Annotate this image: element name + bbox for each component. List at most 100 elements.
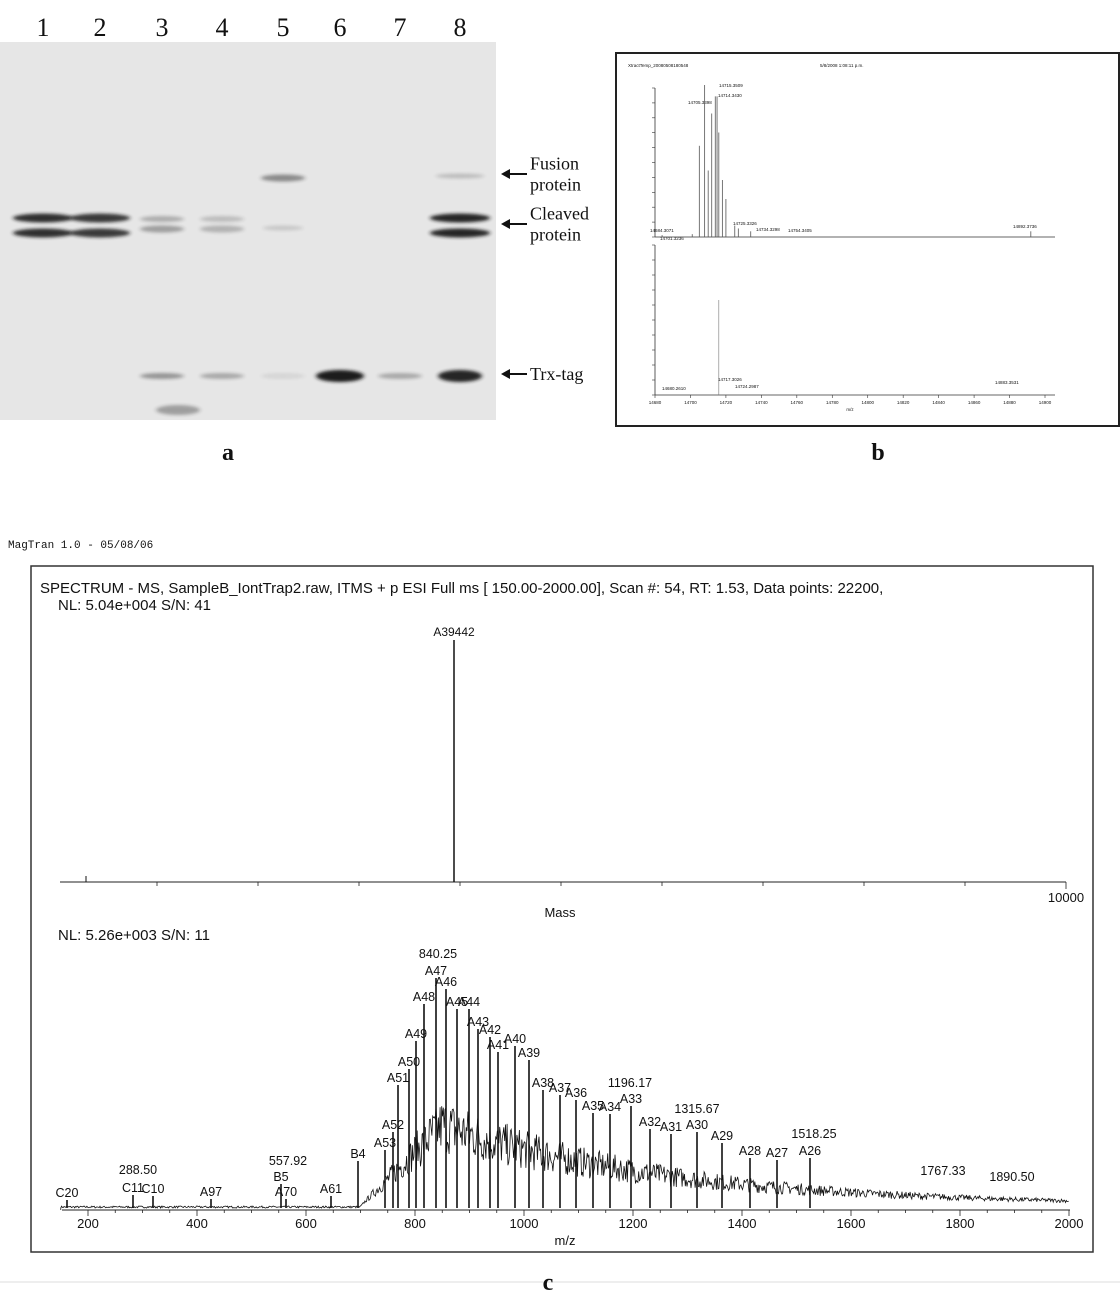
gel-band (70, 228, 130, 238)
x-axis-label: Mass (544, 905, 576, 920)
peak-label: 288.50 (119, 1163, 157, 1177)
lane-label: 3 (156, 13, 169, 42)
peak-label: A41 (487, 1038, 509, 1052)
x-tick-label: 14880 (1003, 400, 1016, 405)
peak-label: A49 (405, 1027, 427, 1041)
gel-band (156, 405, 200, 415)
peak-label: A52 (382, 1118, 404, 1132)
lane-label: 1 (37, 13, 50, 42)
spectrum-info: NL: 5.04e+004 S/N: 41 (58, 597, 211, 614)
peak-label: A50 (398, 1055, 420, 1069)
peak-label: A61 (320, 1182, 342, 1196)
peak-label: A51 (387, 1071, 409, 1085)
gel-band (200, 225, 244, 233)
gel-band (263, 225, 303, 231)
peak-label: 1767.33 (920, 1164, 965, 1178)
gel-band (316, 370, 364, 382)
peak-label: 14734.3298 (756, 227, 780, 232)
gel-band (430, 228, 490, 238)
peak-label: A31 (660, 1120, 682, 1134)
peak-label: 1518.25 (791, 1127, 836, 1141)
x-tick-label: 14780 (826, 400, 839, 405)
peak-label: 14724.2987 (735, 384, 759, 389)
x-tick-label: 1800 (946, 1216, 975, 1231)
peak-label: 1890.50 (989, 1170, 1034, 1184)
panel-label: c (543, 1270, 554, 1292)
gel-band (430, 213, 490, 223)
gel-band (140, 225, 184, 233)
peak-label: A33 (620, 1092, 642, 1106)
peak-label: A36 (565, 1086, 587, 1100)
peak-label: A97 (200, 1185, 222, 1199)
peak-label: A70 (275, 1185, 297, 1199)
peak-label: A38 (532, 1076, 554, 1090)
peak-label: A53 (374, 1136, 396, 1150)
gel-band (13, 228, 73, 238)
gel-band (200, 373, 244, 379)
peak-label: 557.92 (269, 1154, 307, 1168)
arrow-head (501, 169, 510, 179)
header-text: 5/8/2008 1:08:11 p.m. (820, 63, 863, 68)
x-tick-label: 400 (186, 1216, 208, 1231)
gel-band (378, 373, 422, 379)
peak-label: A27 (766, 1146, 788, 1160)
x-tick-label: 14700 (684, 400, 697, 405)
peak-label: C11 (122, 1181, 144, 1195)
lane-label: 4 (216, 13, 229, 42)
gel-band (140, 373, 184, 379)
arrow-head (501, 369, 510, 379)
x-tick-label: 14820 (897, 400, 910, 405)
peak-label: 1315.67 (674, 1102, 719, 1116)
peak-label: 14725.3326 (733, 221, 757, 226)
lane-label: 7 (394, 13, 407, 42)
peak-label: B5 (273, 1170, 288, 1184)
panel-label: b (871, 440, 884, 466)
x-tick-label: 14740 (755, 400, 768, 405)
peak-label: 14680.2610 (662, 386, 686, 391)
gel-annotation: Cleaved (530, 204, 589, 224)
gel-band (200, 216, 244, 222)
software-label: MagTran 1.0 - 05/08/06 (8, 540, 153, 552)
peak-label: A29 (711, 1129, 733, 1143)
spectrum-title: SPECTRUM - MS, SampleB_IontTrap2.raw, IT… (40, 580, 883, 597)
x-axis-label: m/z (846, 407, 854, 412)
peak-label: 1196.17 (608, 1076, 652, 1090)
peak-label: 14883.3531 (995, 380, 1019, 385)
peak-label: A26 (799, 1144, 821, 1158)
gel-band (438, 370, 482, 382)
x-tick-label: 200 (77, 1216, 99, 1231)
peak-label: C10 (142, 1182, 165, 1196)
lane-label: 6 (334, 13, 347, 42)
peak-label: A46 (435, 975, 457, 989)
peak-label: A30 (686, 1118, 708, 1132)
gel-band (436, 173, 484, 179)
peak-label: 14714.3430 (718, 93, 742, 98)
x-tick-label: 14720 (720, 400, 733, 405)
peak-label: A28 (739, 1144, 761, 1158)
peak-label: A48 (413, 990, 435, 1004)
peak-label: A44 (458, 995, 480, 1009)
gel-annotation: protein (530, 175, 581, 195)
x-tick-label: 14760 (791, 400, 804, 405)
gel-band (261, 373, 305, 379)
x-tick-label: 1000 (510, 1216, 539, 1231)
peak-label: A40 (504, 1032, 526, 1046)
peak-label: 14892.3736 (1013, 224, 1037, 229)
peak-label: 14684.3071 (650, 228, 674, 233)
x-tick-label: 1600 (837, 1216, 866, 1231)
lane-label: 2 (94, 13, 107, 42)
panel-label: a (222, 440, 234, 466)
gel-band (140, 216, 184, 222)
gel-annotation: protein (530, 225, 581, 245)
peak-label: A43 (467, 1015, 489, 1029)
peak-label: 14717.3026 (718, 377, 742, 382)
peak-label: A42 (479, 1023, 501, 1037)
x-tick-label: 14860 (968, 400, 981, 405)
gel-annotation: Fusion (530, 154, 579, 174)
gel-band (13, 213, 73, 223)
gel-annotation: Trx-tag (530, 364, 583, 384)
peak-label: A45 (446, 995, 468, 1009)
gel-band (70, 213, 130, 223)
x-tick-label: 2000 (1055, 1216, 1084, 1231)
